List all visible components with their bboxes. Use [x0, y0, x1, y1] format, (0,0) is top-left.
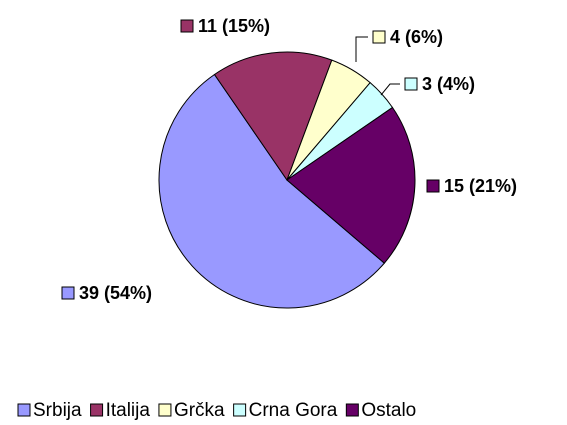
legend-label: Ostalo	[361, 400, 416, 421]
data-label: 4 (6%)	[390, 27, 443, 47]
legend-swatch	[158, 403, 172, 417]
legend-swatch	[90, 403, 104, 417]
legend-label: Italija	[106, 400, 151, 421]
label-swatch	[372, 30, 386, 44]
data-label: 39 (54%)	[79, 283, 152, 303]
label-swatch	[180, 19, 194, 33]
legend-swatch	[17, 403, 31, 417]
legend: Srbija Italija Grčka Crna Gora Ostalo	[17, 400, 416, 421]
legend-swatch	[345, 403, 359, 417]
pie-slice	[286, 106, 416, 264]
data-label: 15 (21%)	[444, 176, 517, 196]
pie-slice	[213, 51, 333, 182]
leader-line	[355, 36, 368, 62]
legend-label: Crna Gora	[249, 400, 338, 421]
pie-slice	[158, 73, 386, 309]
legend-label: Grčka	[174, 400, 225, 421]
legend-label: Srbija	[33, 400, 82, 421]
data-labels: 39 (54%) 11 (15%) 4 (6%) 3 (4%) 15 (21%)	[61, 16, 517, 303]
legend-swatch	[233, 403, 247, 417]
data-label: 11 (15%)	[198, 16, 270, 36]
label-swatch	[61, 286, 75, 300]
label-swatch	[426, 179, 440, 193]
pie	[158, 51, 416, 309]
data-label: 3 (4%)	[422, 74, 475, 94]
label-swatch	[404, 77, 418, 91]
leader-line	[380, 83, 400, 96]
